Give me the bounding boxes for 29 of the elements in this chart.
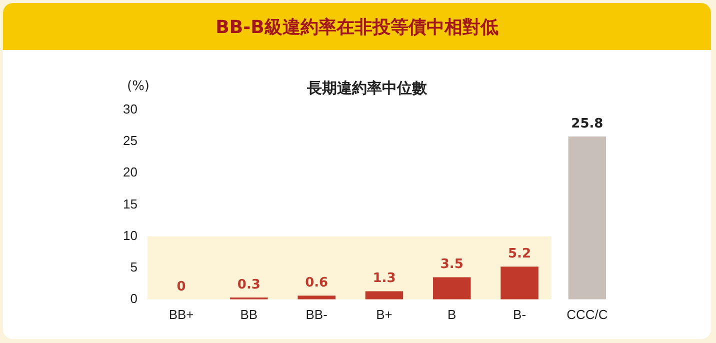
bar	[500, 266, 538, 300]
bar	[298, 296, 336, 300]
chart-title: BB-B級違約率在非投等債中相對低	[3, 3, 711, 50]
chart-subtitle: 長期違約率中位數	[306, 78, 428, 97]
data-label: 1.3	[372, 271, 396, 286]
x-tick-label: BB	[240, 306, 258, 322]
x-tick-label: CCC/C	[566, 306, 608, 322]
x-tick-label: BB-	[306, 306, 328, 322]
x-tick-label: B	[448, 306, 456, 322]
data-label: 3.5	[440, 257, 464, 272]
y-axis-title: (%)	[127, 79, 150, 94]
data-label: 25.8	[571, 116, 604, 132]
y-tick-label: 25	[122, 133, 138, 148]
bar	[433, 277, 471, 300]
data-label: 0.3	[237, 277, 260, 292]
data-label: 5.2	[508, 246, 532, 262]
x-tick-label: BB+	[168, 306, 194, 322]
y-tick-label: 0	[130, 290, 138, 306]
bar	[365, 291, 404, 300]
data-label: 0	[176, 279, 186, 294]
y-tick-label: 15	[122, 196, 138, 212]
y-tick-label: 5	[130, 259, 138, 274]
x-tick-label: B-	[513, 306, 526, 322]
y-tick-label: 20	[122, 164, 138, 180]
x-tick-label: B+	[376, 306, 392, 322]
y-tick-label: 10	[122, 228, 138, 243]
data-label: 0.6	[305, 275, 328, 290]
bar	[568, 136, 606, 300]
y-tick-label: 30	[122, 102, 138, 117]
